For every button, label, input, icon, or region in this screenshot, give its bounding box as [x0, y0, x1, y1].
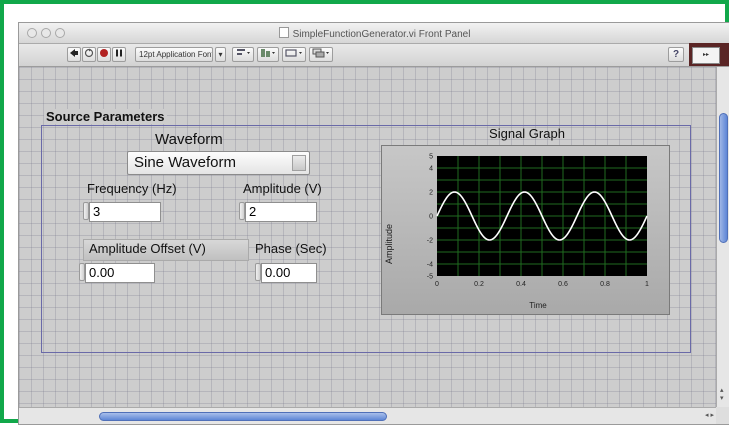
run-arrow-icon	[70, 49, 78, 57]
context-help-button[interactable]: ?	[668, 47, 684, 62]
font-menu-chevron-icon[interactable]: ▾	[215, 47, 226, 62]
y-tick-label: -4	[427, 262, 433, 269]
amplitude-input[interactable]: 2	[245, 202, 317, 222]
y-tick-label: 4	[429, 166, 433, 173]
horizontal-scroll-arrows-icon[interactable]: ◂ ▸	[705, 412, 714, 419]
document-icon	[278, 27, 289, 38]
pause-icon	[116, 49, 122, 57]
phase-increment-icon[interactable]	[255, 263, 261, 281]
x-tick-label: 0.8	[600, 281, 610, 288]
run-continuously-button[interactable]	[82, 47, 96, 62]
y-tick-label: -2	[427, 238, 433, 245]
resize-objects-button[interactable]	[282, 47, 306, 62]
distribute-objects-button[interactable]	[257, 47, 279, 62]
phase-input[interactable]: 0.00	[261, 263, 317, 283]
close-window-button[interactable]	[27, 28, 37, 38]
stop-icon	[100, 49, 108, 57]
vi-icon: ▸▸	[689, 43, 729, 66]
vertical-scroll-arrows-icon[interactable]: ▴ ▾	[720, 387, 724, 402]
waveform-label: Waveform	[155, 131, 223, 148]
frequency-input[interactable]: 3	[89, 202, 161, 222]
source-parameters-cluster	[41, 125, 691, 353]
waveform-value: Sine Waveform	[134, 154, 236, 171]
cluster-label: Source Parameters	[44, 109, 167, 124]
x-tick-label: 0.4	[516, 281, 526, 288]
x-tick-label: 0	[435, 281, 439, 288]
pause-button[interactable]	[112, 47, 126, 62]
offset-label-bg	[83, 239, 249, 261]
phase-label: Phase (Sec)	[255, 241, 327, 256]
zoom-window-button[interactable]	[55, 28, 65, 38]
amplitude-offset-input[interactable]: 0.00	[85, 263, 155, 283]
resize-icon	[285, 49, 302, 57]
reorder-button[interactable]	[309, 47, 333, 62]
run-continuously-icon	[84, 48, 94, 58]
y-tick-label: 2	[429, 190, 433, 197]
run-arrow-button[interactable]	[67, 47, 81, 62]
signal-graph-frame: Amplitude Time 0 0.2 0.4 0.6 0.8 1 5 4 2 0 -2 -4 -5	[381, 145, 670, 315]
signal-graph: Amplitude Time 0 0.2 0.4 0.6 0.8 1 5 4 2 0 -2 -4 -5	[384, 154, 649, 311]
x-tick-label: 0.6	[558, 281, 568, 288]
resize-grip[interactable]	[716, 407, 729, 424]
front-panel-window: SimpleFunctionGenerator.vi Front Panel 1…	[18, 22, 729, 425]
amplitude-label: Amplitude (V)	[243, 181, 322, 196]
title-bar: SimpleFunctionGenerator.vi Front Panel	[19, 23, 729, 44]
front-panel-canvas: Source Parameters Waveform Sine Waveform…	[19, 67, 716, 407]
y-tick-label: 0	[429, 214, 433, 221]
vertical-scroll-thumb[interactable]	[719, 113, 728, 243]
offset-increment-icon[interactable]	[79, 263, 85, 281]
ring-arrow-icon[interactable]	[292, 155, 306, 171]
abort-button[interactable]	[97, 47, 111, 62]
window-title-wrapper: SimpleFunctionGenerator.vi Front Panel	[19, 27, 729, 40]
align-icon	[237, 49, 250, 55]
frequency-label: Frequency (Hz)	[87, 181, 177, 196]
graph-title: Signal Graph	[489, 126, 565, 141]
y-tick-label: -5	[427, 274, 433, 281]
y-tick-label: 5	[429, 154, 433, 161]
y-axis-label: Amplitude	[384, 224, 394, 264]
x-tick-label: 0.2	[474, 281, 484, 288]
amplitude-increment-icon[interactable]	[239, 202, 245, 220]
x-tick-label: 1	[645, 281, 649, 288]
waveform-ring-control[interactable]: Sine Waveform	[127, 151, 310, 175]
vertical-scrollbar[interactable]: ▴ ▾	[716, 67, 729, 407]
x-axis-label: Time	[529, 301, 547, 310]
font-menu[interactable]: 12pt Application Font	[135, 47, 213, 62]
distribute-icon	[261, 49, 275, 57]
horizontal-scrollbar[interactable]: ◂ ▸	[19, 407, 716, 424]
reorder-icon	[312, 48, 329, 58]
frequency-increment-icon[interactable]	[83, 202, 89, 220]
amplitude-offset-label: Amplitude Offset (V)	[89, 241, 206, 256]
minimize-window-button[interactable]	[41, 28, 51, 38]
connector-pane-icon: ▸▸	[692, 47, 720, 64]
signal-trace	[436, 191, 648, 241]
toolbar: 12pt Application Font ▾ ? ▸▸	[19, 43, 729, 67]
window-title: SimpleFunctionGenerator.vi Front Panel	[292, 29, 471, 40]
horizontal-scroll-thumb[interactable]	[99, 412, 387, 421]
align-objects-button[interactable]	[232, 47, 254, 62]
